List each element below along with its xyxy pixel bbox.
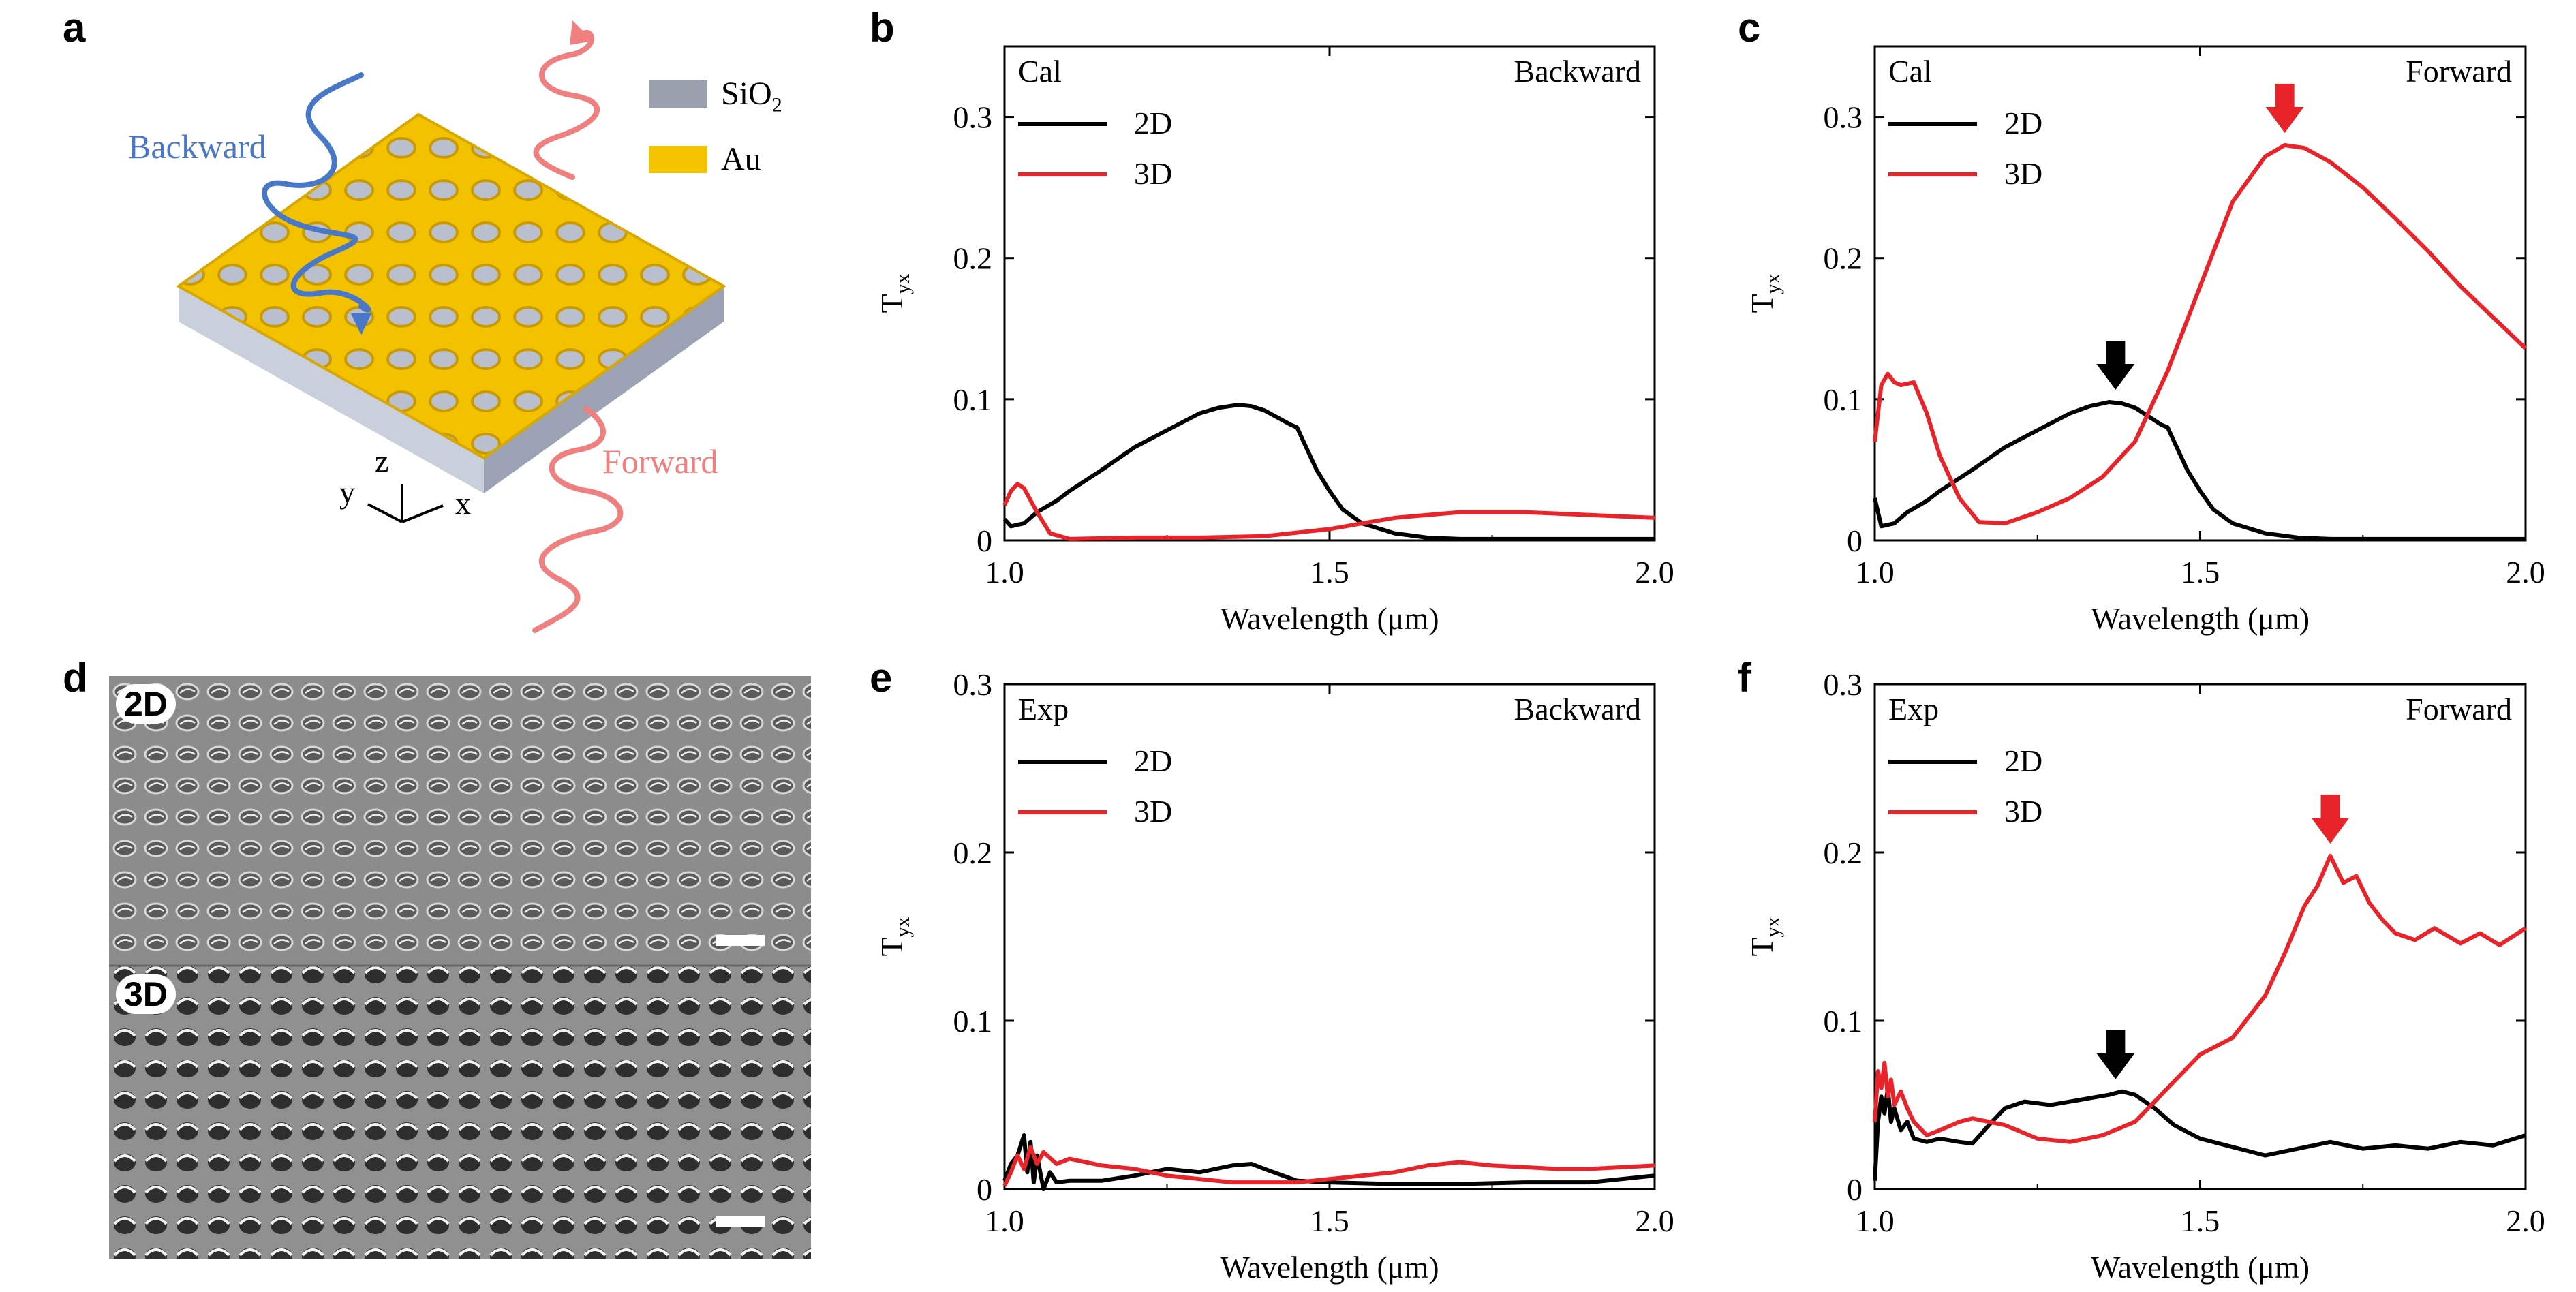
x-tick-label-f: 2.0 [2506, 1203, 2545, 1238]
y-tick-label-e: 0.3 [953, 667, 993, 702]
legend-label-c-2D: 2D [2004, 106, 2042, 140]
legend-label-e-2D: 2D [1134, 743, 1172, 778]
y-tick-label-f: 0 [1847, 1172, 1862, 1207]
x-tick-label-f: 1.0 [1855, 1203, 1895, 1238]
scale-bar-bottom [716, 1216, 765, 1227]
legend-label-f-3D: 3D [2004, 794, 2042, 829]
y-axis-label-f: Tyx [1745, 917, 1784, 956]
x-tick-label-e: 1.5 [1310, 1203, 1349, 1238]
peak-arrow-f-0 [2096, 1030, 2135, 1079]
y-tick-label-f: 0.2 [1824, 835, 1863, 870]
forward-wave [532, 406, 624, 633]
corner-label-right-e: Backward [1514, 692, 1641, 726]
panel-letter-e: e [870, 655, 893, 701]
legend-label-c-3D: 3D [2004, 156, 2042, 191]
sem-label-2d: 2D [116, 684, 176, 724]
legend-label-b-2D: 2D [1134, 106, 1172, 140]
sem-3d-region [109, 966, 811, 1259]
backward-arrowhead [351, 313, 371, 335]
legend-swatch-sio2 [649, 80, 707, 108]
corner-label-right-f: Forward [2406, 692, 2512, 726]
x-tick-label-c: 1.5 [2181, 555, 2220, 589]
y-axis-label-b: Tyx [874, 273, 914, 313]
x-tick-label-f: 1.5 [2181, 1203, 2220, 1238]
corner-label-left-c: Cal [1888, 54, 1932, 89]
plot-frame-c [1873, 45, 2527, 542]
y-tick-label-e: 0.2 [953, 835, 993, 870]
legend-label-e-3D: 3D [1134, 794, 1172, 829]
scale-bar-top [716, 935, 765, 946]
y-tick-label-b: 0.2 [953, 241, 993, 276]
x-tick-label-b: 1.5 [1310, 555, 1349, 589]
series-line-f-2D [1873, 1086, 2526, 1181]
y-tick-label-e: 0 [977, 1172, 992, 1207]
x-axis-label-e: Wavelength (μm) [1220, 1250, 1439, 1285]
axis-label-z: z [375, 444, 389, 478]
y-tick-label-b: 0.1 [953, 382, 993, 417]
metasurface-schematic [176, 20, 726, 633]
substrate-front-face [179, 286, 484, 493]
forward-arrowhead [570, 20, 593, 45]
series-line-e-3D [1002, 1145, 1655, 1187]
y-tick-label-b: 0 [977, 523, 992, 558]
forward-label: Forward [602, 442, 718, 480]
legend-label-au: Au [721, 141, 761, 177]
corner-label-left-f: Exp [1888, 692, 1939, 726]
x-axis-label-c: Wavelength (μm) [2091, 601, 2310, 636]
y-axis-label-c: Tyx [1745, 273, 1784, 313]
peak-arrow-c-1 [2265, 84, 2304, 133]
panel-letter-a: a [63, 5, 86, 50]
series-line-c-3D [1873, 143, 2528, 526]
backward-wave [262, 72, 371, 313]
x-axis-label-f: Wavelength (μm) [2091, 1250, 2310, 1285]
plot-frame-b [1003, 45, 1656, 542]
y-tick-label-c: 0 [1847, 523, 1862, 558]
legend-label-b-3D: 3D [1134, 156, 1172, 191]
series-line-f-3D [1873, 853, 2527, 1144]
y-tick-label-f: 0.3 [1824, 667, 1863, 702]
axis-label-x: x [455, 486, 471, 521]
backward-label: Backward [128, 127, 266, 166]
series-line-c-2D [1873, 400, 2526, 541]
panel-letter-c: c [1738, 5, 1761, 50]
x-tick-label-c: 2.0 [2506, 555, 2545, 589]
corner-label-right-c: Forward [2406, 54, 2512, 89]
x-tick-label-c: 1.0 [1855, 555, 1895, 589]
panel-letter-f: f [1738, 655, 1751, 701]
panel-letter-d: d [63, 655, 88, 701]
corner-label-right-b: Backward [1514, 54, 1641, 89]
peak-arrow-c-0 [2096, 341, 2135, 390]
x-tick-label-e: 2.0 [1635, 1203, 1674, 1238]
legend-label-f-2D: 2D [2004, 743, 2042, 778]
y-tick-label-b: 0.3 [953, 100, 993, 135]
y-tick-label-f: 0.1 [1824, 1004, 1863, 1039]
series-line-b-3D [1002, 482, 1655, 541]
legend-label-sio2: SiO2 [721, 76, 782, 117]
x-tick-label-b: 1.0 [985, 555, 1024, 589]
forward-wave-upper [533, 30, 600, 180]
y-tick-label-c: 0.2 [1824, 241, 1863, 276]
series-line-b-2D [1002, 403, 1655, 541]
substrate-right-face [484, 286, 724, 493]
y-tick-label-c: 0.3 [1824, 100, 1863, 135]
gold-top-surface [176, 112, 726, 460]
axis-label-y: y [339, 475, 355, 510]
y-tick-label-e: 0.1 [953, 1004, 993, 1039]
y-axis-label-e: Tyx [874, 917, 914, 956]
x-tick-label-e: 1.0 [985, 1203, 1024, 1238]
panel-letter-b: b [870, 5, 895, 50]
sem-image [109, 676, 811, 1259]
y-tick-label-c: 0.1 [1824, 382, 1863, 417]
x-tick-label-b: 2.0 [1635, 555, 1674, 589]
peak-arrow-f-1 [2311, 794, 2350, 844]
series-line-e-2D [1002, 1133, 1655, 1191]
corner-label-left-e: Exp [1018, 692, 1069, 726]
sem-label-3d: 3D [116, 974, 176, 1014]
sem-2d-region [109, 676, 811, 965]
corner-label-left-b: Cal [1018, 54, 1062, 89]
legend-swatch-au [649, 146, 707, 173]
x-axis-label-b: Wavelength (μm) [1220, 601, 1439, 636]
